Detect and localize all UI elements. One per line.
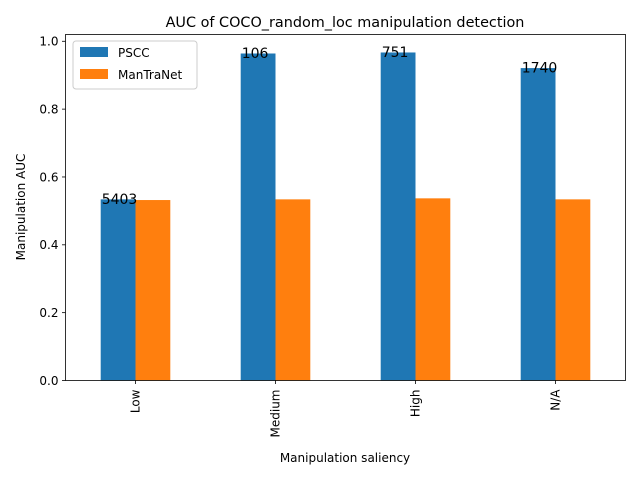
x-tick-label: Medium — [269, 390, 283, 438]
legend: PSCC ManTraNet — [72, 40, 198, 90]
legend-swatch-mantranet — [80, 69, 108, 79]
bar-pscc-0 — [100, 199, 136, 381]
bar-pscc-3 — [520, 68, 556, 381]
bar-pscc-2 — [380, 52, 416, 381]
plot-frame — [65, 34, 626, 381]
legend-swatch-pscc — [80, 47, 108, 57]
y-tick-label: 0.4 — [39, 238, 58, 252]
plot-area — [100, 52, 591, 381]
bar-count-label: 106 — [242, 46, 269, 62]
y-tick-label: 0.6 — [39, 170, 58, 184]
y-axis-label: Manipulation AUC — [14, 154, 28, 261]
bar-count-label: 751 — [382, 45, 409, 61]
legend-label-mantranet: ManTraNet — [118, 68, 183, 82]
bar-mantranet-0 — [135, 200, 171, 381]
bar-mantranet-3 — [555, 199, 591, 381]
x-tick-label: Low — [129, 389, 143, 413]
y-tick-label: 1.0 — [39, 35, 58, 49]
bar-count-label: 5403 — [102, 192, 138, 208]
chart-title: AUC of COCO_random_loc manipulation dete… — [166, 15, 525, 31]
y-axis: 0.0 0.2 0.4 0.6 0.8 1.0 — [39, 35, 66, 388]
bar-pscc-1 — [240, 53, 276, 381]
legend-label-pscc: PSCC — [118, 46, 150, 60]
x-axis: Low Medium High N/A — [129, 380, 563, 438]
x-tick-label: N/A — [549, 389, 563, 411]
y-tick-label: 0.2 — [39, 306, 58, 320]
x-axis-label: Manipulation saliency — [280, 451, 410, 465]
x-tick-label: High — [409, 390, 423, 418]
bar-mantranet-2 — [415, 198, 451, 381]
bar-mantranet-1 — [275, 199, 311, 381]
y-tick-label: 0.8 — [39, 102, 58, 116]
bar-annotations: 5403 106 751 1740 — [102, 45, 558, 208]
bar-count-label: 1740 — [522, 61, 558, 77]
y-tick-label: 0.0 — [39, 374, 58, 388]
